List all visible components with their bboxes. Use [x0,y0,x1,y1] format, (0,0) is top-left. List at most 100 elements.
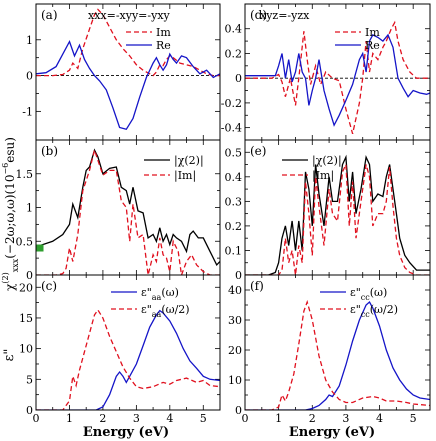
y-tick-label: 0.2 [225,220,243,233]
panel-label: (b) [41,144,58,158]
series-line-c-(ω) [36,309,220,410]
ylabel-chi-sub: xxx [11,258,20,272]
legend-label: Re [156,39,171,52]
series-line-e-|χ(2)| [245,154,430,275]
series-line-b-|Im| [36,147,220,275]
ylabel-chi-sup: (2) [1,272,10,283]
shared-y-axis-label: χ(2)xxx(−2ω;ω,ω)(10−6esu) [1,137,20,291]
y-tick-label: 0 [26,404,33,417]
y-tick-label: 0.5 [225,146,243,159]
ylabel-args: (−2ω;ω,ω)(10 [3,175,17,259]
ylabel-exponent: −6 [1,163,10,175]
legend-label-main: ε" [350,303,361,316]
series-line-f-(ω/2) [245,299,430,410]
legend-label: Im [365,26,380,39]
panel-annotation: xyz=-yzx [260,9,310,22]
y-tick-label: 0.1 [225,244,243,257]
legend-c: ε"aa(ω)ε"aa(ω/2) [111,286,190,319]
y-tick-label: 0.4 [225,171,243,184]
ylabel-chi: χ [3,283,17,291]
panel-label: (c) [41,279,57,293]
y-tick-label: 40 [228,284,242,297]
y-tick-label: 0.4 [225,23,243,36]
y-tick-label: -0.4 [221,122,242,135]
y-tick-label: 0.2 [225,47,243,60]
x-tick-label: 4 [166,412,173,425]
epsilon-y-axis-label: ε" [2,349,17,362]
y-tick-label: 0.5 [16,235,34,248]
x-tick-label: 3 [342,412,349,425]
series-line-d-Im [245,20,430,134]
legend-label: |χ(2)| [312,154,342,168]
legend-label: Im [156,26,171,39]
ylabel-unit: esu) [3,137,17,163]
data-marker-b [36,244,44,252]
y-tick-label: 1 [26,34,33,47]
x-tick-label: 1 [66,412,73,425]
legend-label: Re [365,39,380,52]
y-tick-label: 1 [26,202,33,215]
series-line-d-Re [245,33,430,127]
series-line-e-|Im| [245,164,430,275]
y-tick-label: -1 [22,105,33,118]
legend-label: ε"cc(ω) [350,286,387,302]
y-tick-label: 20 [228,344,242,357]
x-tick-label: 1 [275,412,282,425]
y-tick-label: 1.5 [16,168,34,181]
y-tick-label: 20 [19,281,33,294]
legend-label: ε"cc(ω/2) [350,303,398,319]
x-tick-label: 5 [410,412,417,425]
legend-label-arg: (ω) [161,286,179,299]
x-axis-label-right: Energy (eV) [289,425,375,440]
y-tick-label: 0.3 [225,195,243,208]
x-tick-label: 5 [200,412,207,425]
legend-label-main: ε" [350,286,361,299]
legend-label-main: ε" [141,303,152,316]
legend-label: ε"aa(ω/2) [141,303,190,319]
series-line-c-(ω/2) [36,308,220,410]
legend-label-sub: cc [361,310,370,319]
panel-label: (f) [250,279,264,293]
legend-e: |χ(2)||Im| [282,154,342,183]
plot-frame-f [244,274,431,411]
x-axis-label-left: Energy (eV) [83,425,169,440]
y-tick-label: 10 [228,374,242,387]
y-tick-label: 10 [19,343,33,356]
legend-label: |Im| [312,169,334,183]
series-line-f-(ω) [245,300,430,410]
legend-label-sub: aa [152,293,162,302]
y-tick-label: 0 [235,72,242,85]
legend-label-main: ε" [141,286,152,299]
y-tick-label: 0 [26,70,33,83]
legend-label-sub: aa [152,310,162,319]
legend-label: |Im| [174,169,196,183]
x-tick-label: 2 [99,412,106,425]
x-tick-label: 2 [309,412,316,425]
x-tick-label: 4 [376,412,383,425]
plot-frame-a [35,3,221,141]
x-tick-label: 0 [33,412,40,425]
y-tick-label: 0 [26,269,33,282]
panel-e: 0 0.1 0.2 0.3 0.4 0.5 (e) |χ(2)||Im| [225,139,431,282]
panel-annotation: xxx=-xyy=-yxy [88,9,171,22]
legend-label: ε"aa(ω) [141,286,179,302]
series-line-b-|χ(2)| [36,148,220,267]
svg-text:χ(2)xxx(−2ω;ω,ω)(10−6esu): χ(2)xxx(−2ω;ω,ω)(10−6esu) [1,137,20,291]
panel-b: 0 0.5 1 1.5 (b) |χ(2)||Im| [16,139,221,282]
y-tick-label: 0 [235,404,242,417]
panel-label: (a) [41,8,58,22]
x-tick-label: 0 [242,412,249,425]
panel-label: (d) [250,8,267,22]
legend-label: |χ(2)| [174,154,204,168]
legend-label-arg: (ω) [370,286,388,299]
panel-label: (e) [250,144,266,158]
series-line-a-Re [36,39,220,131]
y-tick-label: 0 [235,269,242,282]
